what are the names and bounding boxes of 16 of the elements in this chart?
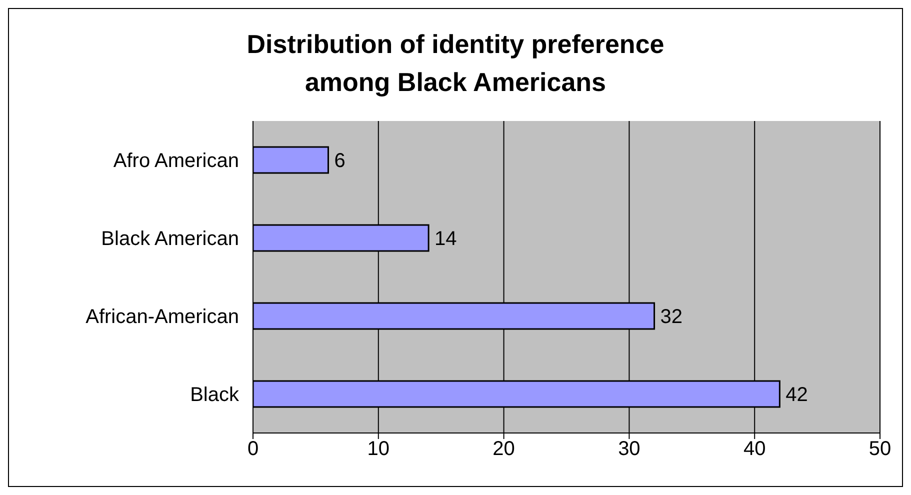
- chart-title: Distribution of identity preference among Black Americans: [246, 28, 666, 99]
- data-label: 6: [334, 150, 346, 172]
- x-tick-label: 0: [247, 438, 259, 460]
- y-tick-label: Black American: [101, 228, 239, 250]
- x-tick-label: 50: [868, 438, 892, 460]
- data-label: 42: [786, 384, 808, 406]
- y-tick-label: Black: [190, 384, 240, 406]
- y-tick-label: Afro American: [113, 150, 239, 172]
- y-tick-label: African-American: [86, 306, 239, 328]
- data-label: 32: [660, 306, 683, 328]
- x-tick-label: 30: [618, 438, 640, 460]
- x-tick-label: 20: [492, 438, 515, 460]
- bar: [253, 146, 329, 174]
- x-tick-label: 40: [743, 438, 766, 460]
- x-tick-label: 10: [367, 438, 390, 460]
- data-label: 14: [434, 228, 457, 250]
